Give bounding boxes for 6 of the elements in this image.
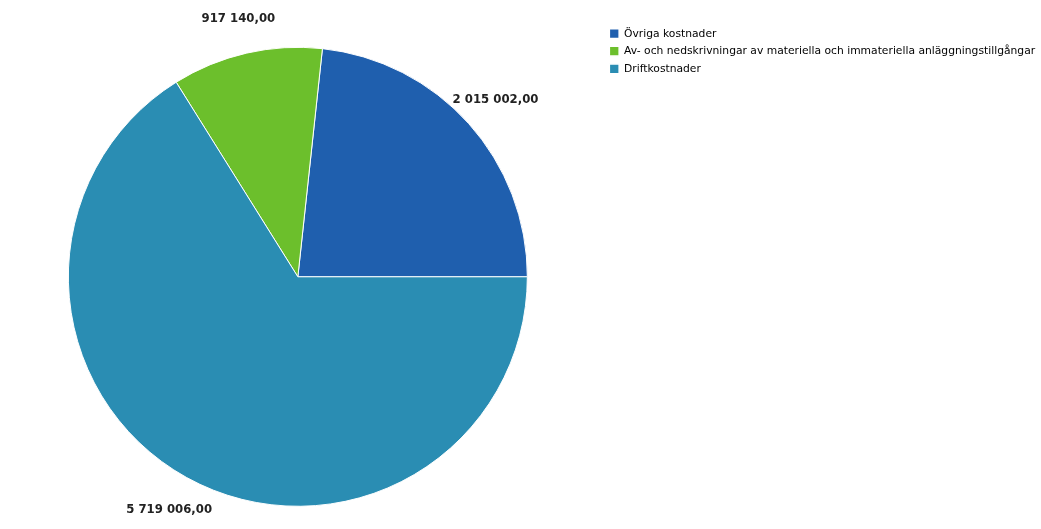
legend-label: Driftkostnader — [624, 61, 702, 75]
data-label: 2 015 002,00 — [452, 92, 539, 107]
data-label: 5 719 006,00 — [126, 502, 213, 517]
legend-label: Av- och nedskrivningar av materiella och immateriella anläggningstillgångar — [624, 44, 1036, 58]
data-label: 917 140,00 — [201, 10, 276, 25]
legend-label: Övriga kostnader — [624, 26, 718, 40]
